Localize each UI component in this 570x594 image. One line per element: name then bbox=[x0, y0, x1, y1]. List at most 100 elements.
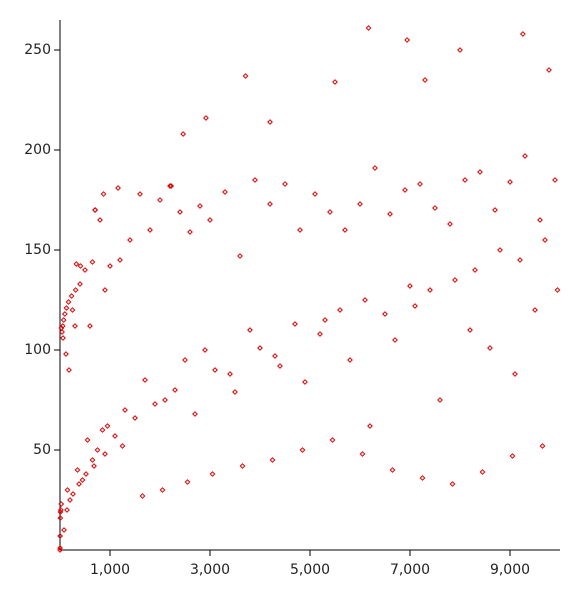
point bbox=[162, 397, 168, 403]
point bbox=[299, 447, 306, 453]
x-tick-label: 9,000 bbox=[490, 562, 530, 578]
point bbox=[79, 477, 86, 483]
point bbox=[61, 311, 68, 317]
point bbox=[239, 463, 246, 469]
point bbox=[247, 327, 253, 333]
point bbox=[412, 303, 418, 309]
point bbox=[487, 345, 493, 351]
point bbox=[387, 211, 393, 217]
point bbox=[63, 351, 69, 357]
point bbox=[76, 481, 82, 487]
point bbox=[102, 451, 108, 457]
point bbox=[70, 491, 76, 497]
point bbox=[227, 371, 233, 377]
point bbox=[222, 189, 228, 195]
point bbox=[392, 337, 398, 343]
point bbox=[60, 317, 67, 323]
point bbox=[92, 207, 98, 213]
point bbox=[532, 307, 538, 313]
point bbox=[457, 47, 463, 53]
point bbox=[132, 415, 138, 421]
point bbox=[77, 281, 83, 287]
point bbox=[57, 507, 64, 513]
point bbox=[69, 307, 76, 313]
point bbox=[342, 227, 348, 233]
point bbox=[159, 487, 166, 493]
point bbox=[552, 177, 558, 183]
point bbox=[168, 183, 175, 189]
point bbox=[422, 77, 428, 83]
point bbox=[184, 479, 191, 485]
point bbox=[94, 447, 101, 453]
point bbox=[57, 533, 64, 539]
point bbox=[332, 79, 338, 85]
point bbox=[177, 209, 183, 215]
point bbox=[72, 323, 78, 329]
point bbox=[157, 197, 163, 203]
point bbox=[507, 179, 513, 185]
point bbox=[242, 73, 249, 79]
point bbox=[312, 191, 318, 197]
point bbox=[64, 507, 70, 513]
point bbox=[472, 267, 478, 273]
point bbox=[479, 469, 486, 475]
point bbox=[359, 451, 366, 457]
point bbox=[197, 203, 203, 209]
point bbox=[58, 501, 65, 507]
point bbox=[462, 177, 468, 183]
y-tick-label: 50 bbox=[33, 442, 51, 458]
point bbox=[232, 389, 238, 395]
point bbox=[203, 115, 209, 121]
y-tick-label: 200 bbox=[24, 142, 51, 158]
point bbox=[322, 317, 328, 323]
y-tick-label: 100 bbox=[24, 342, 51, 358]
point bbox=[74, 467, 81, 473]
point bbox=[187, 229, 193, 235]
point bbox=[127, 237, 133, 243]
point bbox=[119, 443, 126, 449]
point bbox=[449, 481, 456, 487]
point bbox=[207, 217, 213, 223]
point bbox=[267, 201, 273, 207]
point bbox=[117, 257, 123, 263]
point bbox=[519, 31, 526, 37]
point bbox=[57, 545, 64, 551]
point bbox=[89, 259, 96, 265]
point bbox=[82, 267, 88, 273]
point bbox=[272, 353, 278, 359]
point bbox=[64, 487, 71, 493]
point bbox=[60, 335, 66, 341]
point bbox=[477, 169, 483, 175]
point bbox=[362, 297, 368, 303]
point bbox=[65, 299, 72, 305]
point bbox=[317, 331, 323, 337]
point bbox=[292, 321, 298, 327]
point bbox=[68, 293, 75, 299]
point bbox=[554, 287, 561, 293]
point bbox=[147, 227, 153, 233]
point bbox=[77, 263, 84, 269]
point bbox=[59, 329, 65, 335]
point bbox=[180, 131, 187, 137]
point bbox=[137, 191, 143, 197]
point bbox=[327, 209, 333, 215]
point bbox=[212, 367, 218, 373]
point bbox=[102, 287, 108, 293]
point bbox=[63, 305, 70, 311]
point bbox=[152, 401, 158, 407]
point bbox=[100, 191, 107, 197]
point bbox=[115, 185, 121, 191]
point bbox=[267, 119, 273, 125]
point bbox=[452, 277, 458, 283]
point bbox=[202, 347, 208, 353]
point bbox=[252, 177, 258, 183]
point bbox=[297, 227, 303, 233]
point bbox=[467, 327, 473, 333]
point bbox=[67, 497, 73, 503]
point bbox=[372, 165, 378, 171]
y-tick-label: 150 bbox=[24, 242, 51, 258]
y-tick-label: 250 bbox=[24, 42, 51, 58]
point bbox=[337, 307, 343, 313]
point bbox=[104, 423, 111, 429]
point bbox=[347, 357, 353, 363]
